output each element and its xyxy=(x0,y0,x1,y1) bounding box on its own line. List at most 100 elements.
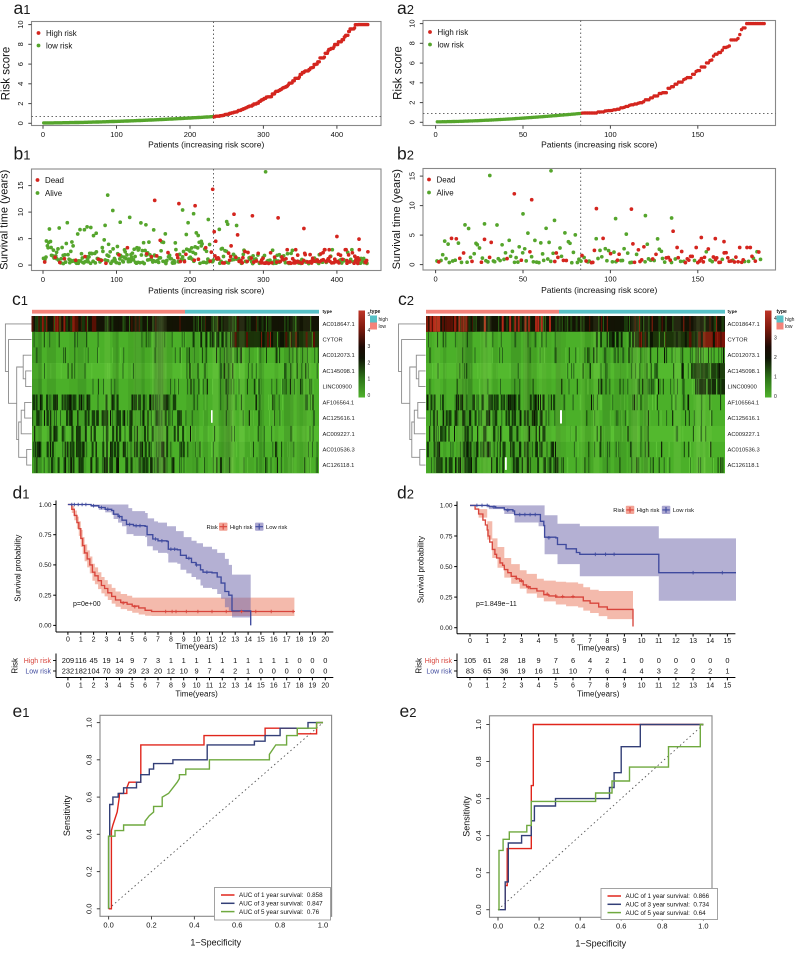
svg-text:11: 11 xyxy=(206,683,213,690)
svg-text:182: 182 xyxy=(75,667,87,676)
svg-text:1: 1 xyxy=(182,656,186,665)
svg-text:14: 14 xyxy=(244,683,252,690)
svg-text:Patients (increasing risk scor: Patients (increasing risk score) xyxy=(541,285,657,295)
svg-text:5: 5 xyxy=(554,638,558,645)
svg-text:High risk: High risk xyxy=(24,658,52,665)
svg-text:2: 2 xyxy=(502,638,506,645)
svg-text:0: 0 xyxy=(434,130,438,139)
svg-text:0.0: 0.0 xyxy=(474,904,483,914)
svg-text:AC012073.1: AC012073.1 xyxy=(323,353,355,359)
svg-text:0.6: 0.6 xyxy=(616,921,626,930)
svg-text:9: 9 xyxy=(182,683,186,690)
svg-text:Risk score: Risk score xyxy=(1,47,13,101)
svg-text:7: 7 xyxy=(588,638,592,645)
svg-text:CYTOR: CYTOR xyxy=(728,338,748,344)
svg-text:4: 4 xyxy=(16,82,25,86)
svg-text:0.2: 0.2 xyxy=(85,866,94,876)
svg-text:Survival time (years): Survival time (years) xyxy=(391,169,403,269)
svg-text:AC145098.1: AC145098.1 xyxy=(323,369,355,375)
svg-text:7: 7 xyxy=(156,637,160,644)
svg-text:4: 4 xyxy=(368,328,371,334)
svg-text:5: 5 xyxy=(408,233,417,237)
svg-text:Dead: Dead xyxy=(437,175,456,184)
svg-text:0: 0 xyxy=(16,121,25,125)
svg-text:1: 1 xyxy=(246,667,250,676)
svg-text:400: 400 xyxy=(331,130,344,139)
svg-text:20: 20 xyxy=(321,683,329,690)
svg-text:0: 0 xyxy=(691,656,695,665)
svg-text:0.50: 0.50 xyxy=(39,562,52,569)
svg-text:0.4: 0.4 xyxy=(189,920,199,929)
svg-text:232: 232 xyxy=(62,667,74,676)
svg-text:8: 8 xyxy=(169,637,173,644)
svg-text:16: 16 xyxy=(270,683,278,690)
svg-text:15: 15 xyxy=(408,172,417,180)
svg-text:8: 8 xyxy=(605,638,609,645)
svg-text:0.8: 0.8 xyxy=(474,756,483,766)
svg-text:c1: c1 xyxy=(12,289,28,309)
svg-text:0: 0 xyxy=(657,656,661,665)
svg-text:Alive: Alive xyxy=(437,188,455,197)
svg-text:11: 11 xyxy=(552,667,560,676)
svg-text:AUC of 1 year survival: 0.866: AUC of 1 year survival: 0.866 xyxy=(626,893,710,900)
svg-text:AC126118.1: AC126118.1 xyxy=(323,463,355,469)
svg-text:d2: d2 xyxy=(397,483,414,503)
svg-text:3: 3 xyxy=(368,344,371,350)
svg-text:4: 4 xyxy=(588,656,592,665)
svg-text:type: type xyxy=(728,309,738,314)
svg-text:0: 0 xyxy=(708,656,712,665)
svg-text:Time(years): Time(years) xyxy=(577,690,620,699)
svg-text:9: 9 xyxy=(622,638,626,645)
svg-text:high: high xyxy=(785,317,795,323)
svg-text:12: 12 xyxy=(672,638,680,645)
svg-text:Low risk: Low risk xyxy=(266,525,287,531)
svg-text:CYTOR: CYTOR xyxy=(323,338,343,344)
svg-text:0.0: 0.0 xyxy=(85,904,94,914)
svg-text:Patients (increasing risk scor: Patients (increasing risk score) xyxy=(148,140,264,150)
svg-text:0.25: 0.25 xyxy=(440,594,453,601)
svg-text:0.00: 0.00 xyxy=(39,623,52,630)
svg-text:4: 4 xyxy=(117,637,121,644)
svg-text:17: 17 xyxy=(283,637,291,644)
svg-text:15: 15 xyxy=(257,637,265,644)
svg-text:4: 4 xyxy=(640,667,644,676)
svg-text:1: 1 xyxy=(79,683,83,690)
svg-text:3: 3 xyxy=(657,667,661,676)
svg-text:100: 100 xyxy=(604,130,617,139)
svg-text:7: 7 xyxy=(143,656,147,665)
svg-text:2: 2 xyxy=(502,683,506,690)
svg-text:14: 14 xyxy=(115,656,123,665)
svg-text:2: 2 xyxy=(605,656,609,665)
svg-text:AUC of 3 year survival: 0.734: AUC of 3 year survival: 0.734 xyxy=(626,902,710,909)
svg-text:0: 0 xyxy=(66,637,70,644)
svg-text:c2: c2 xyxy=(398,289,414,309)
svg-text:Dead: Dead xyxy=(45,176,64,185)
svg-text:104: 104 xyxy=(87,667,99,676)
svg-text:1: 1 xyxy=(233,656,237,665)
svg-text:2: 2 xyxy=(691,667,695,676)
svg-text:200: 200 xyxy=(184,275,197,284)
svg-text:low risk: low risk xyxy=(46,41,72,50)
svg-text:0: 0 xyxy=(310,656,314,665)
svg-text:3: 3 xyxy=(105,683,109,690)
svg-text:9: 9 xyxy=(182,637,186,644)
svg-text:AF106564.1: AF106564.1 xyxy=(728,400,760,406)
svg-text:6: 6 xyxy=(571,656,575,665)
svg-text:20: 20 xyxy=(321,637,329,644)
svg-text:7: 7 xyxy=(588,667,592,676)
svg-text:type: type xyxy=(323,309,333,314)
svg-text:1: 1 xyxy=(368,377,371,383)
svg-text:0.75: 0.75 xyxy=(440,533,453,540)
svg-text:Low risk: Low risk xyxy=(426,669,452,676)
svg-text:8: 8 xyxy=(408,41,417,45)
svg-text:15: 15 xyxy=(724,683,732,690)
svg-text:high: high xyxy=(379,317,389,323)
svg-text:0: 0 xyxy=(323,667,327,676)
svg-text:0: 0 xyxy=(434,275,438,284)
svg-text:AUC of 5 year survival: 0.76: AUC of 5 year survival: 0.76 xyxy=(239,909,320,916)
svg-text:3: 3 xyxy=(105,637,109,644)
svg-text:2: 2 xyxy=(774,355,777,361)
svg-text:100: 100 xyxy=(110,130,123,139)
svg-text:18: 18 xyxy=(517,656,525,665)
svg-text:19: 19 xyxy=(309,683,317,690)
